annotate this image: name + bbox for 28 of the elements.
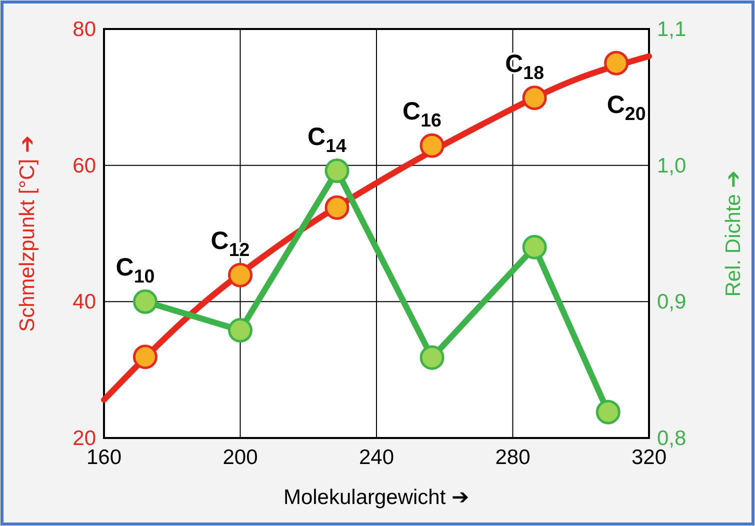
annotation: C$_{16}$ bbox=[402, 98, 442, 130]
x-axis-title: Molekulargewicht ➔ bbox=[283, 486, 470, 509]
y2-tick-label: 1,1 bbox=[657, 18, 686, 41]
annotation: C$_{10}$ bbox=[116, 254, 155, 286]
y-tick-label: 40 bbox=[72, 290, 96, 314]
y2-tick-label: 0,9 bbox=[657, 290, 686, 314]
point bbox=[324, 158, 350, 184]
point bbox=[324, 195, 350, 220]
point bbox=[596, 400, 620, 424]
point bbox=[522, 234, 547, 260]
annotation: C$_{20}$ bbox=[606, 91, 646, 124]
y2-axis-title: Rel. Dichte ➔ bbox=[722, 170, 745, 297]
annotation: C$_{14}$ bbox=[308, 122, 348, 156]
point bbox=[228, 262, 252, 288]
point bbox=[522, 86, 547, 110]
y-axis-title: Schmelzpunkt [°C] ➔ bbox=[16, 135, 39, 332]
point bbox=[604, 50, 629, 76]
point bbox=[132, 289, 158, 314]
y-tick-label: 80 bbox=[72, 18, 96, 41]
point bbox=[420, 133, 444, 158]
point bbox=[420, 345, 444, 370]
y2-tick-label: 1,0 bbox=[657, 154, 686, 178]
x-tick-label: 240 bbox=[358, 446, 394, 469]
point bbox=[132, 344, 158, 370]
x-tick-label: 280 bbox=[495, 446, 530, 469]
y-tick-label: 60 bbox=[72, 154, 96, 178]
point bbox=[228, 318, 252, 343]
x-tick-label: 200 bbox=[222, 446, 258, 469]
